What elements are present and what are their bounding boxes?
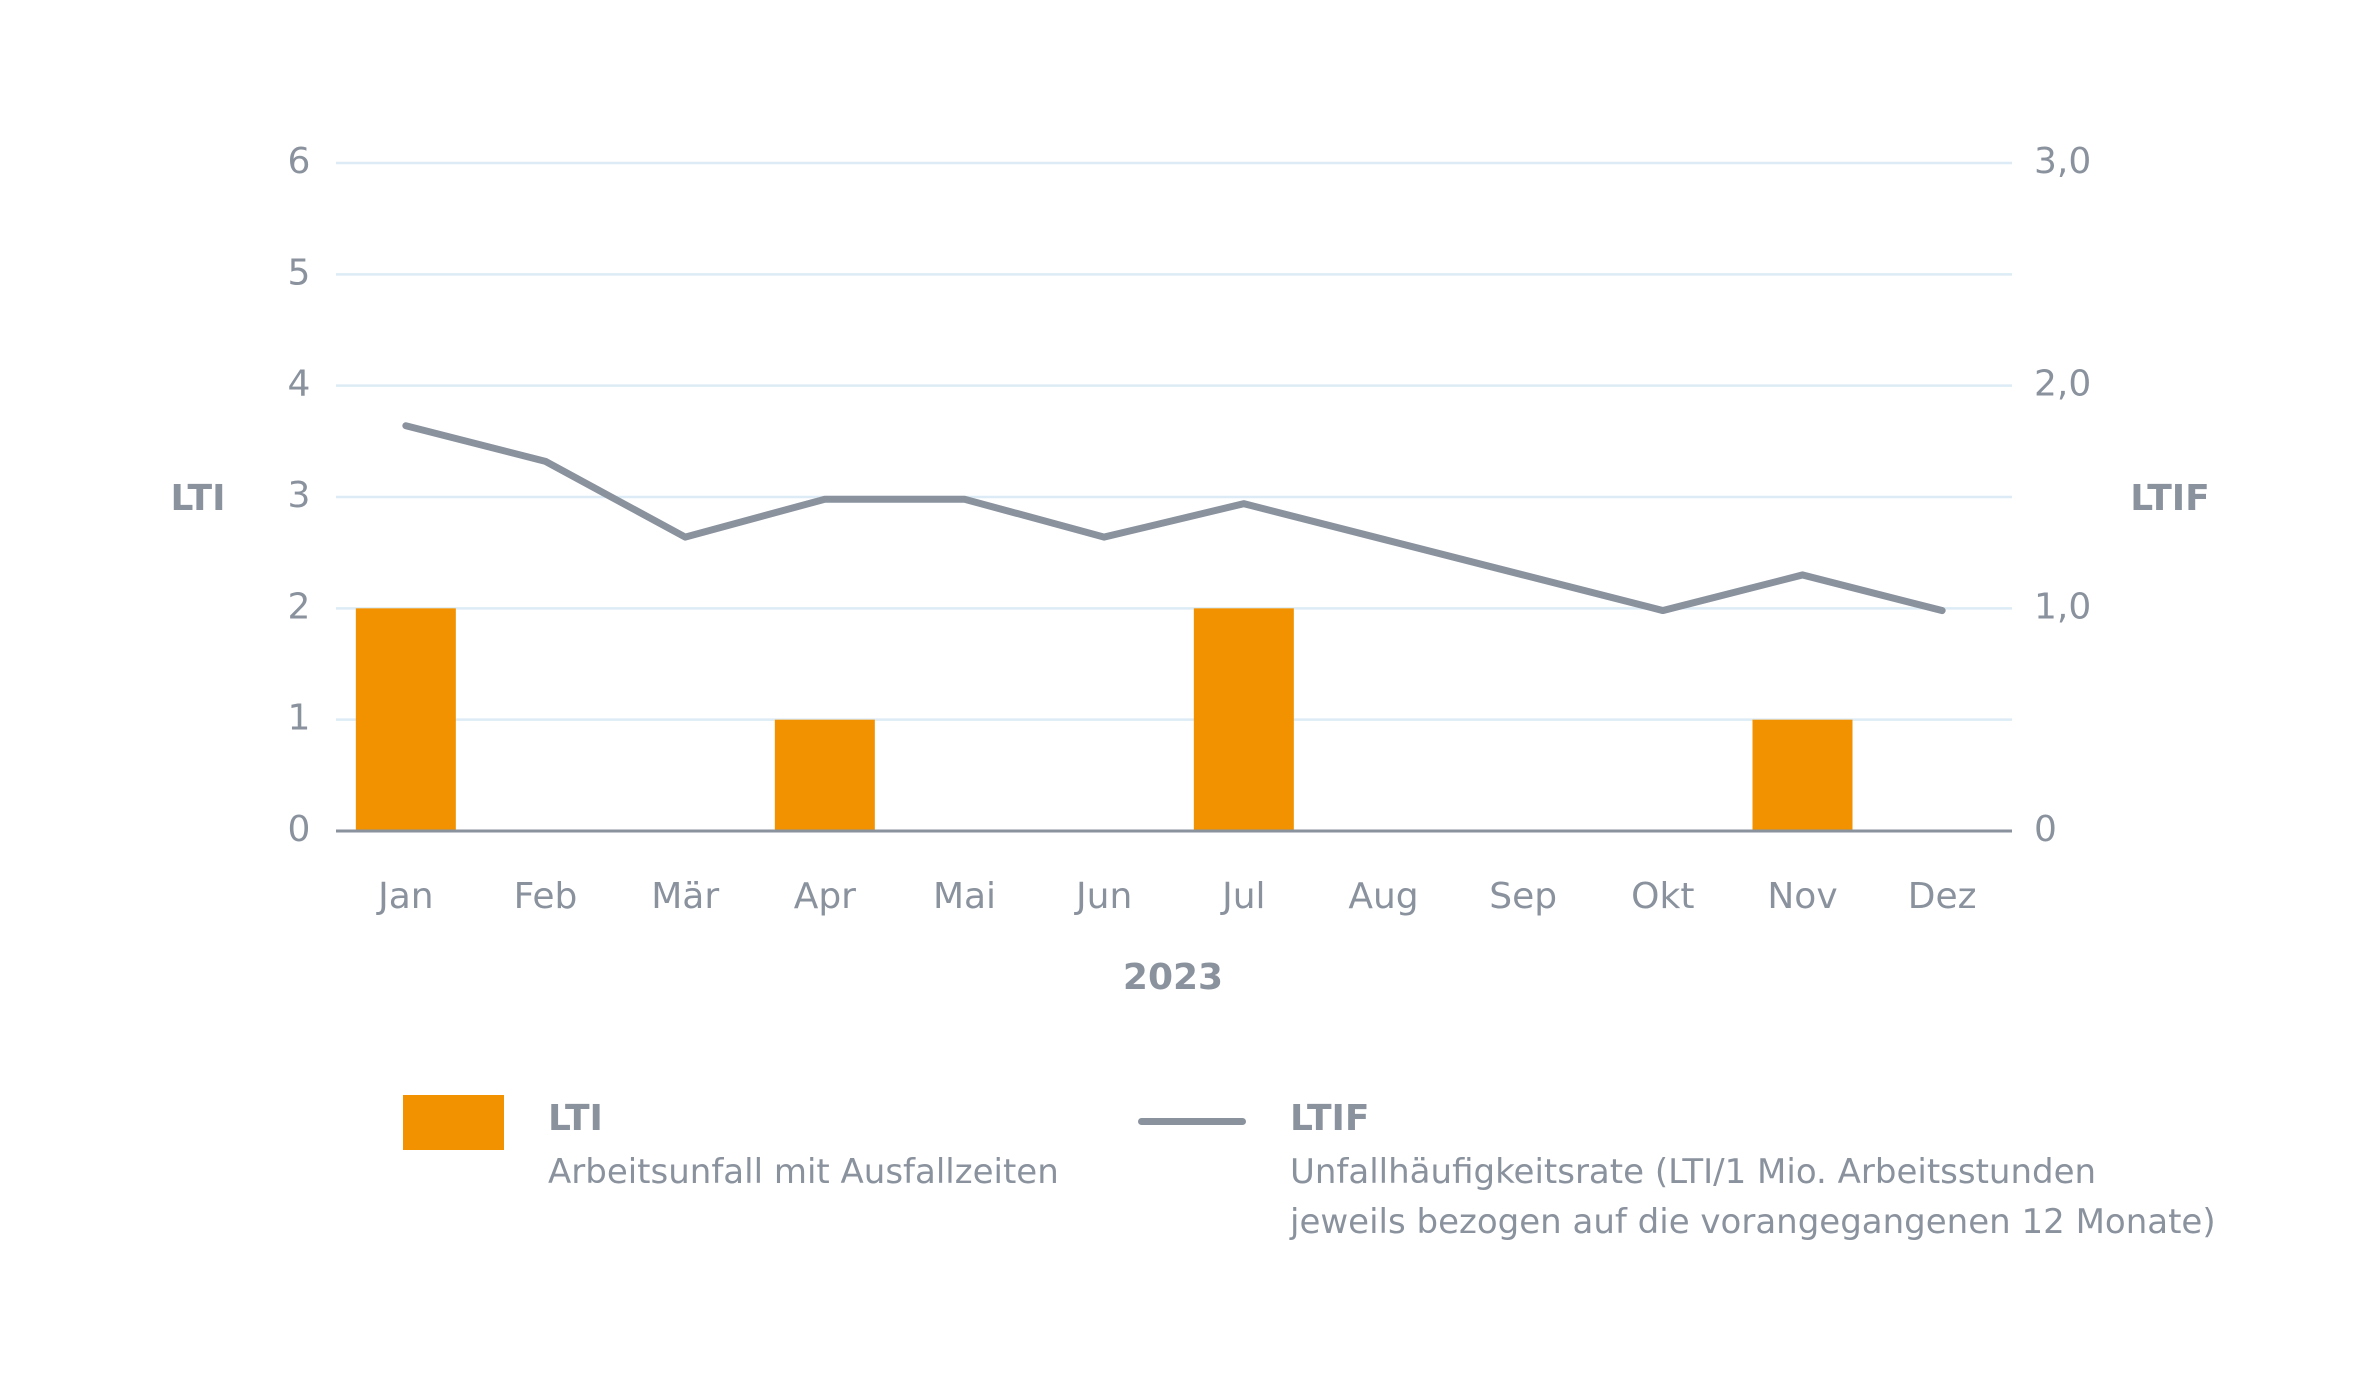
x-tick-label: Nov [1767, 876, 1837, 917]
left-y-tick-label: 0 [288, 809, 311, 850]
x-tick-label: Aug [1348, 876, 1418, 917]
x-tick-label: Jan [376, 876, 434, 917]
x-ticks: Jan Feb Mär Apr Mai Jun Jul Aug Sep Okt Nov Dez [376, 876, 1976, 917]
ltif-line [402, 422, 1946, 615]
left-y-tick-label: 5 [288, 252, 311, 293]
x-tick-label: Mär [651, 876, 719, 917]
right-y-tick-label: 3,0 [2034, 141, 2091, 182]
x-axis-title: 2023 [1123, 957, 1223, 998]
lti-bar [355, 608, 456, 831]
x-tick-label: Dez [1908, 876, 1977, 917]
legend-lti-swatch [403, 1095, 504, 1150]
x-tick-label: Jul [1220, 876, 1265, 917]
lti-bar [1752, 719, 1853, 831]
ltif-series [402, 422, 1946, 615]
lti-bar [774, 719, 875, 831]
left-y-tick-label: 2 [288, 586, 311, 627]
left-y-tick-label: 4 [288, 364, 311, 405]
x-tick-label: Sep [1489, 876, 1557, 917]
legend-lti-description: Arbeitsunfall mit Ausfallzeiten [548, 1152, 1059, 1192]
legend-ltif-description-line2: jeweils bezogen auf die vorangegangenen … [1290, 1202, 2216, 1242]
legend-ltif-description-line1: Unfallhäufigkeitsrate (LTI/1 Mio. Arbeit… [1290, 1152, 2097, 1192]
right-y-tick-label: 1,0 [2034, 586, 2091, 627]
x-tick-label: Mai [933, 876, 996, 917]
x-tick-label: Jun [1074, 876, 1132, 917]
legend-lti-title: LTI [548, 1098, 603, 1139]
legend-ltif-title: LTIF [1290, 1098, 1370, 1139]
right-y-tick-label: 0 [2034, 809, 2057, 850]
left-y-tick-label: 1 [288, 698, 311, 739]
left-y-tick-label: 6 [288, 141, 311, 182]
lti-bars [355, 608, 1853, 831]
left-axis-title: LTI [171, 478, 226, 519]
right-axis-title: LTIF [2130, 478, 2210, 519]
x-tick-label: Feb [514, 876, 578, 917]
left-y-ticks: 0 1 2 3 4 5 6 [288, 141, 311, 850]
gridlines [336, 161, 2012, 721]
lti-bar [1193, 608, 1294, 831]
x-tick-label: Apr [794, 876, 856, 917]
x-tick-label: Okt [1631, 876, 1694, 917]
right-y-ticks: 0 1,0 2,0 3,0 [2034, 141, 2091, 850]
legend-ltif-swatch [1138, 1118, 1246, 1125]
left-y-tick-label: 3 [288, 475, 311, 516]
right-y-tick-label: 2,0 [2034, 364, 2091, 405]
